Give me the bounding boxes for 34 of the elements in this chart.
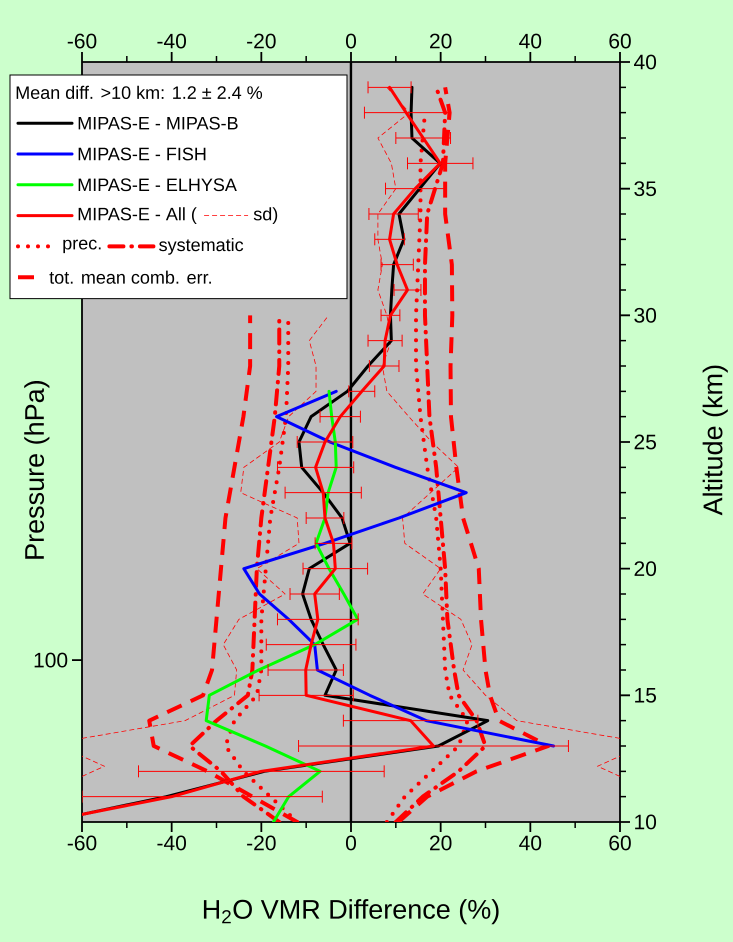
- legend-label: MIPAS-E - MIPAS-B: [78, 116, 238, 130]
- x2-tick-label: -20: [247, 34, 276, 48]
- legend-label: sd): [254, 207, 278, 224]
- y2-tick-label: 10: [635, 814, 656, 830]
- y2-tick-label: 20: [634, 561, 656, 576]
- legend-title: Mean diff. >10 km: 1.2 ± 2.4 %: [16, 86, 262, 99]
- x-axis-title: H$_{2}$O VMR Difference (%): [204, 899, 499, 924]
- x2-tick-label: 40: [519, 34, 542, 48]
- y2-tick-label: 40: [634, 54, 656, 70]
- x-tick-label: 0: [346, 836, 356, 850]
- y2-axis-title: Altitude (km): [702, 366, 728, 516]
- y-axis-title: Pressure (hPa): [24, 381, 50, 559]
- x-tick-label: 40: [519, 836, 542, 850]
- y2-tick-label: 15: [635, 688, 656, 703]
- x2-tick-label: -40: [157, 34, 186, 48]
- x-tick-label: -40: [157, 836, 186, 850]
- x2-tick-label: 20: [430, 34, 452, 48]
- legend-label: prec.: [63, 240, 101, 254]
- y2-tick-label: 30: [634, 308, 656, 323]
- x2-tick-label: 60: [609, 34, 631, 48]
- x2-tick-label: -60: [68, 34, 96, 48]
- legend-label: tot. mean comb. err.: [49, 270, 211, 284]
- y2-tick-label: 35: [634, 181, 656, 196]
- legend-label: MIPAS-E - All (: [78, 207, 197, 224]
- legend-label: MIPAS-E - ELHYSA: [78, 178, 237, 192]
- x-tick-label: 60: [609, 836, 631, 850]
- text: 100: [34, 652, 68, 668]
- y2-tick-label: 25: [634, 434, 656, 450]
- x-tick-label: -60: [68, 836, 96, 850]
- x2-tick-label: 0: [346, 34, 356, 48]
- legend-label: MIPAS-E - FISH: [78, 148, 206, 160]
- legend-label: systematic: [159, 238, 244, 255]
- x-tick-label: 20: [430, 836, 452, 850]
- x-tick-label: -20: [247, 836, 276, 850]
